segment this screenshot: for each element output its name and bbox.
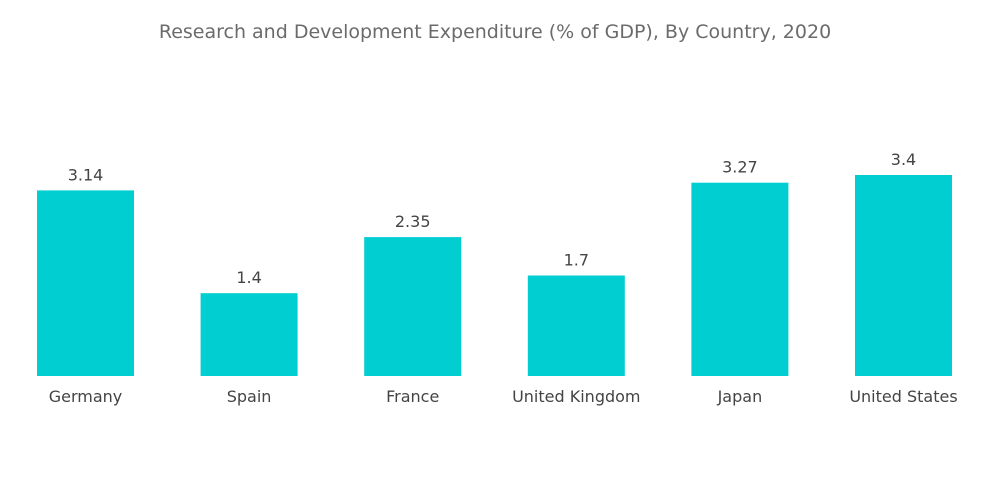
bar-france — [364, 237, 462, 376]
bars-group: 3.14 Germany 1.4 Spain 2.35 France 1.7 United K… — [37, 150, 958, 406]
category-label: France — [386, 387, 439, 406]
category-label: Japan — [717, 387, 763, 406]
bar-japan — [691, 182, 789, 376]
category-label: Spain — [227, 387, 272, 406]
bar-spain — [200, 293, 298, 376]
bar-united-kingdom — [527, 275, 625, 376]
value-label: 1.7 — [564, 251, 589, 270]
value-label: 2.35 — [395, 212, 431, 231]
value-label: 3.4 — [891, 150, 916, 169]
value-label: 1.4 — [236, 268, 261, 287]
chart-title: Research and Development Expenditure (% … — [159, 21, 831, 43]
bar-germany — [37, 190, 134, 376]
value-label: 3.27 — [722, 158, 758, 177]
category-label: Germany — [49, 387, 123, 406]
value-label: 3.14 — [68, 165, 104, 184]
category-label: United Kingdom — [512, 387, 640, 406]
category-label: United States — [849, 387, 957, 406]
bar-united-states — [855, 175, 952, 376]
